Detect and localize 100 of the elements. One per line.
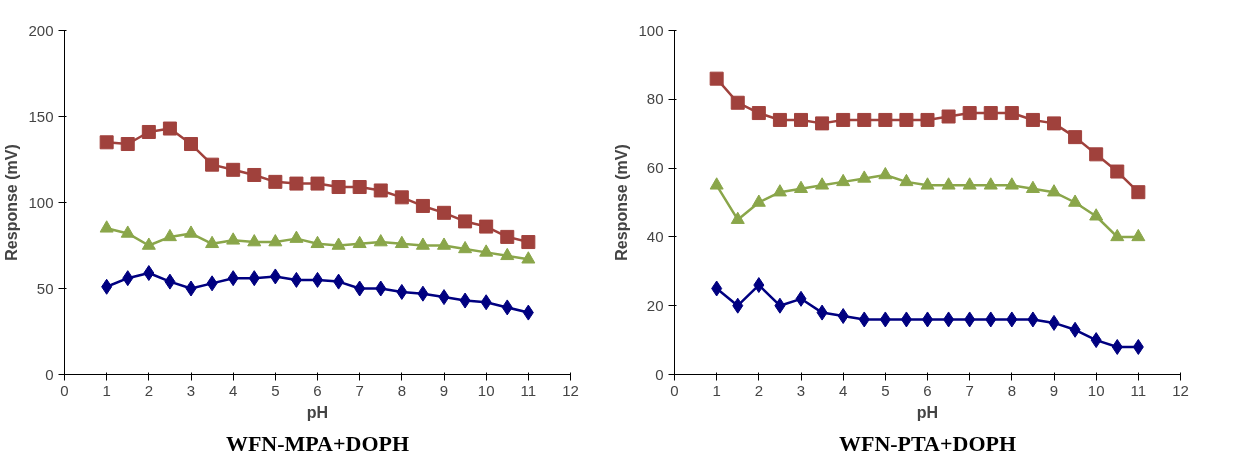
x-tick-label: 10 xyxy=(477,381,495,399)
point xyxy=(226,162,241,177)
x-axis-title: pH xyxy=(916,403,939,421)
point xyxy=(501,299,513,316)
y-tick-label: 150 xyxy=(28,107,54,125)
point xyxy=(226,232,241,245)
point xyxy=(373,234,388,247)
point xyxy=(331,180,346,195)
point xyxy=(1110,164,1125,179)
x-tick-label: 0 xyxy=(60,381,69,399)
x-tick-label: 11 xyxy=(1130,381,1147,399)
x-tick-label: 9 xyxy=(1049,381,1059,399)
point xyxy=(227,270,239,287)
point xyxy=(185,280,197,297)
text: WFN-MPA+DOPH xyxy=(225,430,410,456)
point xyxy=(794,180,808,193)
point xyxy=(815,116,830,131)
point xyxy=(962,106,977,121)
point xyxy=(143,265,155,282)
point xyxy=(354,280,366,297)
point xyxy=(162,121,177,136)
point xyxy=(1047,184,1061,197)
point xyxy=(899,173,914,187)
point xyxy=(983,177,998,190)
point xyxy=(99,220,114,233)
point xyxy=(962,177,977,190)
point xyxy=(101,278,113,295)
point xyxy=(479,244,494,257)
point xyxy=(500,229,515,244)
point xyxy=(331,237,346,250)
x-tick-label: 12 xyxy=(1172,381,1189,399)
point xyxy=(184,225,198,238)
point xyxy=(205,157,220,172)
point xyxy=(269,268,281,285)
point xyxy=(333,273,345,290)
point xyxy=(920,177,935,190)
y-tick-label: 0 xyxy=(655,365,664,383)
point xyxy=(941,177,956,190)
point xyxy=(1068,194,1083,207)
x-tick-label: 1 xyxy=(712,381,721,399)
point xyxy=(709,177,724,190)
point xyxy=(1004,106,1019,121)
point xyxy=(815,177,830,190)
point xyxy=(1048,314,1060,331)
y-axis-title: Response (mV) xyxy=(3,144,21,261)
y-tick-label: 0 xyxy=(45,365,54,383)
text: WFN-PTA+DOPH xyxy=(838,430,1017,456)
point xyxy=(1047,116,1061,131)
point xyxy=(1004,177,1019,190)
point xyxy=(899,112,914,127)
point xyxy=(247,167,262,182)
point xyxy=(1132,338,1144,355)
point xyxy=(415,198,430,213)
point xyxy=(1131,228,1146,242)
point xyxy=(289,176,304,191)
point xyxy=(1025,112,1040,127)
point xyxy=(878,166,893,180)
point xyxy=(753,277,765,294)
x-tick-label: 5 xyxy=(881,381,890,399)
point xyxy=(920,112,935,127)
y-tick-label: 100 xyxy=(28,193,54,211)
point xyxy=(751,194,766,207)
point xyxy=(290,271,302,288)
point xyxy=(120,225,135,238)
point xyxy=(437,237,451,250)
x-tick-label: 3 xyxy=(186,381,196,399)
point xyxy=(247,234,262,247)
y-axis-title: Response (mV) xyxy=(613,144,631,261)
point xyxy=(394,235,409,249)
point xyxy=(985,311,997,328)
x-axis-title: pH xyxy=(306,403,329,421)
point xyxy=(352,235,367,249)
point xyxy=(141,237,156,250)
point xyxy=(857,112,872,127)
point xyxy=(162,228,177,242)
point xyxy=(879,311,891,328)
point xyxy=(836,173,851,187)
point xyxy=(732,297,744,314)
point xyxy=(836,112,851,127)
point xyxy=(458,214,473,229)
x-tick-label: 4 xyxy=(229,381,238,399)
x-tick-label: 2 xyxy=(754,381,764,399)
point xyxy=(122,270,134,287)
point xyxy=(772,112,787,127)
point xyxy=(164,273,176,290)
point xyxy=(458,240,473,254)
y-tick-label: 100 xyxy=(638,21,664,39)
point xyxy=(352,180,367,195)
point xyxy=(289,230,304,243)
point xyxy=(1110,228,1125,242)
y-tick-label: 200 xyxy=(28,21,54,39)
x-tick-label: 12 xyxy=(562,381,579,399)
point xyxy=(795,290,807,307)
x-tick-label: 6 xyxy=(313,381,322,399)
x-tick-label: 7 xyxy=(355,381,364,399)
point xyxy=(310,176,325,191)
point xyxy=(522,304,534,321)
point xyxy=(794,112,808,127)
point xyxy=(1111,338,1123,355)
point xyxy=(774,297,786,314)
